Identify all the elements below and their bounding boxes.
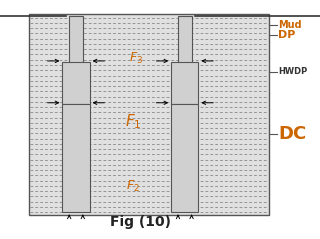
Text: $\mathit{F}_{2}$: $\mathit{F}_{2}$ [126, 179, 140, 194]
Bar [69, 16, 83, 104]
Bar [62, 104, 90, 212]
Text: Mud: Mud [278, 20, 302, 30]
Bar [171, 62, 198, 104]
Text: DP: DP [278, 30, 296, 40]
Text: DC: DC [278, 125, 307, 143]
Text: HWDP: HWDP [278, 67, 308, 76]
Bar [171, 104, 198, 212]
Bar [29, 14, 269, 215]
Bar [178, 16, 192, 104]
Bar [62, 62, 90, 104]
Text: Fig (10): Fig (10) [110, 215, 171, 229]
Text: $\mathit{F}_{1}$: $\mathit{F}_{1}$ [124, 113, 141, 131]
Text: $\mathit{F}_{3}$: $\mathit{F}_{3}$ [129, 51, 143, 66]
